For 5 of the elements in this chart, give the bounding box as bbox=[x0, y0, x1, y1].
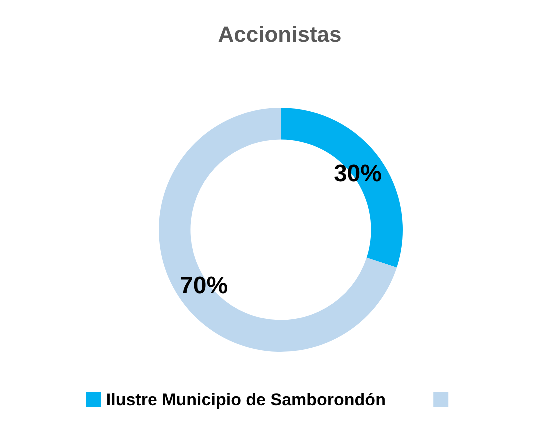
legend-label: Ilustre Municipio de Samborondón bbox=[106, 390, 386, 410]
donut-slice bbox=[281, 108, 403, 268]
data-label: 70% bbox=[180, 272, 228, 300]
chart-title: Accionistas bbox=[218, 22, 342, 47]
donut-slice bbox=[159, 108, 398, 352]
